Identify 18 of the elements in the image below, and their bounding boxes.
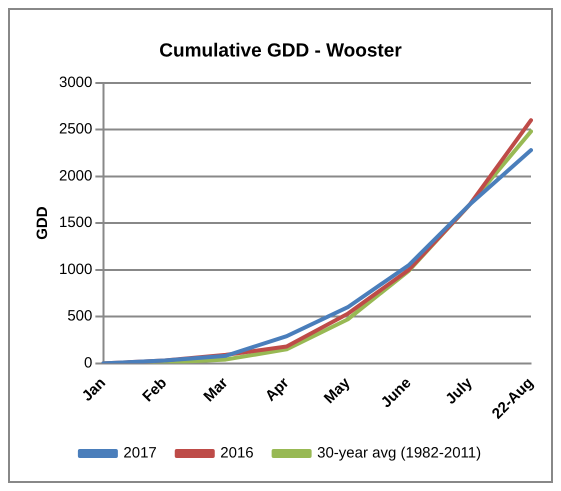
legend-label: 2016	[220, 444, 254, 462]
x-tick-label: Feb	[139, 374, 170, 406]
chart-title: Cumulative GDD - Wooster	[159, 40, 402, 62]
y-tick-label: 0	[84, 354, 92, 372]
x-tick-label: July	[442, 374, 476, 408]
y-tick-label: 3000	[58, 74, 92, 91]
x-tick-label: Apr	[262, 374, 293, 405]
x-tick-label: Jan	[78, 374, 110, 405]
legend-label: 30-year avg (1982-2011)	[317, 444, 482, 462]
y-axis-title: GDD	[34, 206, 52, 240]
y-tick-label: 500	[67, 308, 92, 325]
x-tick-label: Mar	[200, 374, 232, 406]
legend-label: 2017	[123, 444, 157, 462]
y-tick-label: 1000	[58, 260, 92, 278]
y-tick-label: 2500	[58, 120, 92, 138]
y-tick-label: 1500	[58, 214, 92, 232]
x-tick-label: May	[320, 374, 354, 408]
y-tick-label: 2000	[58, 167, 92, 184]
